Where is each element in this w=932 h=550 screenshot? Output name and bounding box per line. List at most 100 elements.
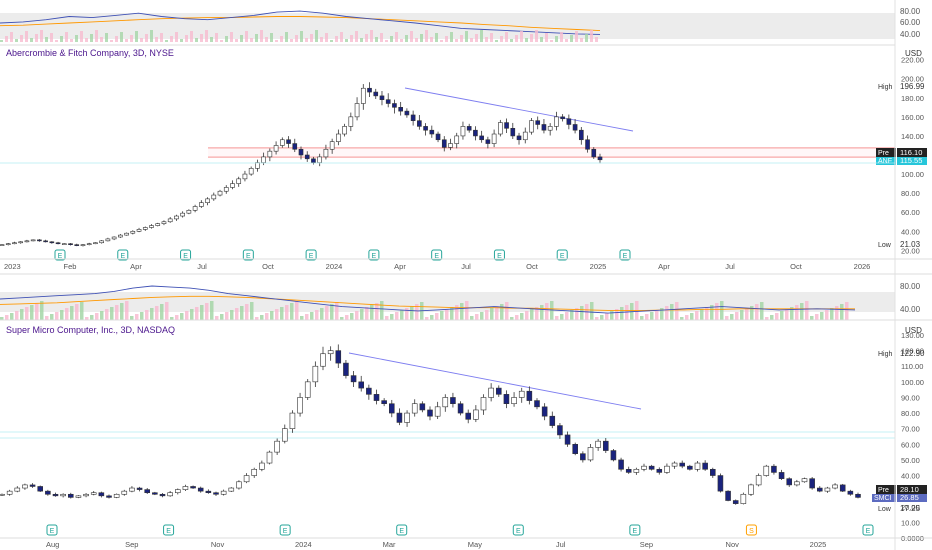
candle-body bbox=[702, 462, 708, 470]
volume-bar bbox=[355, 31, 358, 42]
candle-body bbox=[547, 126, 553, 131]
volume-bar bbox=[35, 303, 39, 320]
volume-bar bbox=[230, 32, 233, 42]
volume-bar bbox=[520, 313, 524, 320]
candle-body bbox=[152, 492, 158, 495]
x-tick-label: 2024 bbox=[295, 540, 312, 549]
volume-bar bbox=[225, 36, 228, 42]
candle-body bbox=[336, 133, 341, 142]
volume-bar bbox=[820, 312, 824, 320]
candle-body bbox=[118, 234, 123, 238]
volume-bar bbox=[70, 39, 73, 42]
candle-body bbox=[491, 133, 497, 144]
candle-body bbox=[373, 394, 380, 401]
volume-bar bbox=[415, 304, 419, 320]
candle-body bbox=[786, 478, 792, 486]
x-tick-label: Nov bbox=[726, 540, 740, 549]
candle-body bbox=[687, 465, 693, 470]
y-tick-label: 160.00 bbox=[901, 113, 924, 122]
volume-bar bbox=[275, 309, 279, 320]
volume-bar bbox=[750, 306, 754, 320]
candle-body bbox=[24, 240, 30, 243]
x-tick-label: Apr bbox=[394, 262, 406, 271]
volume-bar bbox=[100, 311, 104, 320]
volume-bar bbox=[495, 40, 498, 42]
volume-bar bbox=[575, 308, 579, 320]
volume-bar bbox=[570, 35, 573, 42]
candle-body bbox=[648, 465, 655, 470]
volume-bar bbox=[305, 314, 309, 320]
candle-body bbox=[220, 490, 227, 495]
volume-bar bbox=[720, 301, 724, 320]
volume-bar bbox=[15, 311, 19, 320]
candle-body bbox=[398, 107, 403, 112]
volume-bar bbox=[30, 38, 33, 42]
volume-bar bbox=[280, 36, 283, 42]
volume-bar bbox=[45, 37, 48, 42]
candle-body bbox=[68, 493, 74, 498]
candle-body bbox=[167, 492, 173, 497]
trendline bbox=[348, 352, 642, 410]
high-label: High bbox=[878, 84, 893, 91]
volume-bar bbox=[715, 303, 719, 320]
last-value: 115.55 bbox=[900, 156, 922, 165]
earnings-marker bbox=[54, 249, 66, 261]
candle-body bbox=[641, 465, 647, 470]
candle-body bbox=[498, 122, 503, 135]
volume-bar bbox=[290, 303, 294, 320]
volume-bar bbox=[565, 312, 569, 320]
rsi-tick: 60.00 bbox=[900, 18, 921, 27]
volume-bar bbox=[395, 32, 398, 42]
candle-body bbox=[174, 215, 179, 220]
candle-body bbox=[379, 95, 385, 100]
candle-body bbox=[473, 409, 479, 420]
x-axis-anf: 2023 Feb Apr Jul Oct 2024 Apr Jul Oct 2025 Apr Jul O… bbox=[4, 262, 870, 271]
y-tick-label: 80.00 bbox=[901, 189, 920, 198]
volume-bar bbox=[835, 306, 839, 320]
volume-bar bbox=[65, 308, 69, 320]
candle-body bbox=[297, 397, 303, 414]
candle-body bbox=[465, 412, 471, 420]
rsi-tick: 80.00 bbox=[900, 7, 921, 16]
earnings-marker bbox=[619, 249, 631, 261]
volume-bar bbox=[210, 301, 214, 320]
candle-body bbox=[68, 243, 73, 245]
volume-bar bbox=[10, 32, 13, 42]
volume-bar bbox=[490, 308, 494, 320]
volume-bar bbox=[325, 33, 328, 42]
price-panel-anf: Abercrombie & Fitch Company, 3D, NYSE US… bbox=[0, 48, 927, 261]
volume-bar bbox=[595, 37, 598, 42]
event-label: E bbox=[560, 253, 565, 260]
low-label: Low bbox=[878, 506, 892, 513]
candle-body bbox=[585, 139, 590, 150]
candle-body bbox=[335, 350, 342, 364]
x-tick-label: 2025 bbox=[590, 262, 607, 271]
candle-body bbox=[0, 244, 5, 246]
volume-bar bbox=[195, 38, 198, 42]
volume-bar bbox=[445, 36, 448, 42]
volume-bar bbox=[125, 301, 129, 320]
volume-bar bbox=[20, 309, 24, 320]
volume-bar bbox=[255, 34, 258, 42]
x-axis-smci: Aug Sep Nov 2024 Mar May Jul Sep Nov 2025 bbox=[46, 540, 826, 549]
candle-body bbox=[83, 493, 89, 497]
volume-bar bbox=[495, 306, 499, 320]
candle-body bbox=[213, 492, 219, 495]
volume-bar bbox=[425, 30, 428, 42]
candle-body bbox=[49, 241, 55, 244]
candle-body bbox=[417, 120, 422, 127]
y-tick-label: 200.00 bbox=[901, 75, 924, 84]
candle-body bbox=[298, 148, 304, 156]
candle-body bbox=[603, 440, 609, 451]
volume-bar bbox=[745, 308, 749, 320]
candle-body bbox=[740, 493, 747, 504]
candle-body bbox=[410, 114, 416, 121]
volume-bar bbox=[140, 38, 143, 42]
candle-body bbox=[541, 124, 547, 131]
volume-bar bbox=[40, 30, 43, 42]
candle-body bbox=[111, 236, 117, 240]
volume-bar bbox=[235, 39, 238, 42]
candle-body bbox=[435, 133, 441, 141]
event-label: E bbox=[434, 253, 439, 260]
volume-bar bbox=[545, 33, 548, 42]
